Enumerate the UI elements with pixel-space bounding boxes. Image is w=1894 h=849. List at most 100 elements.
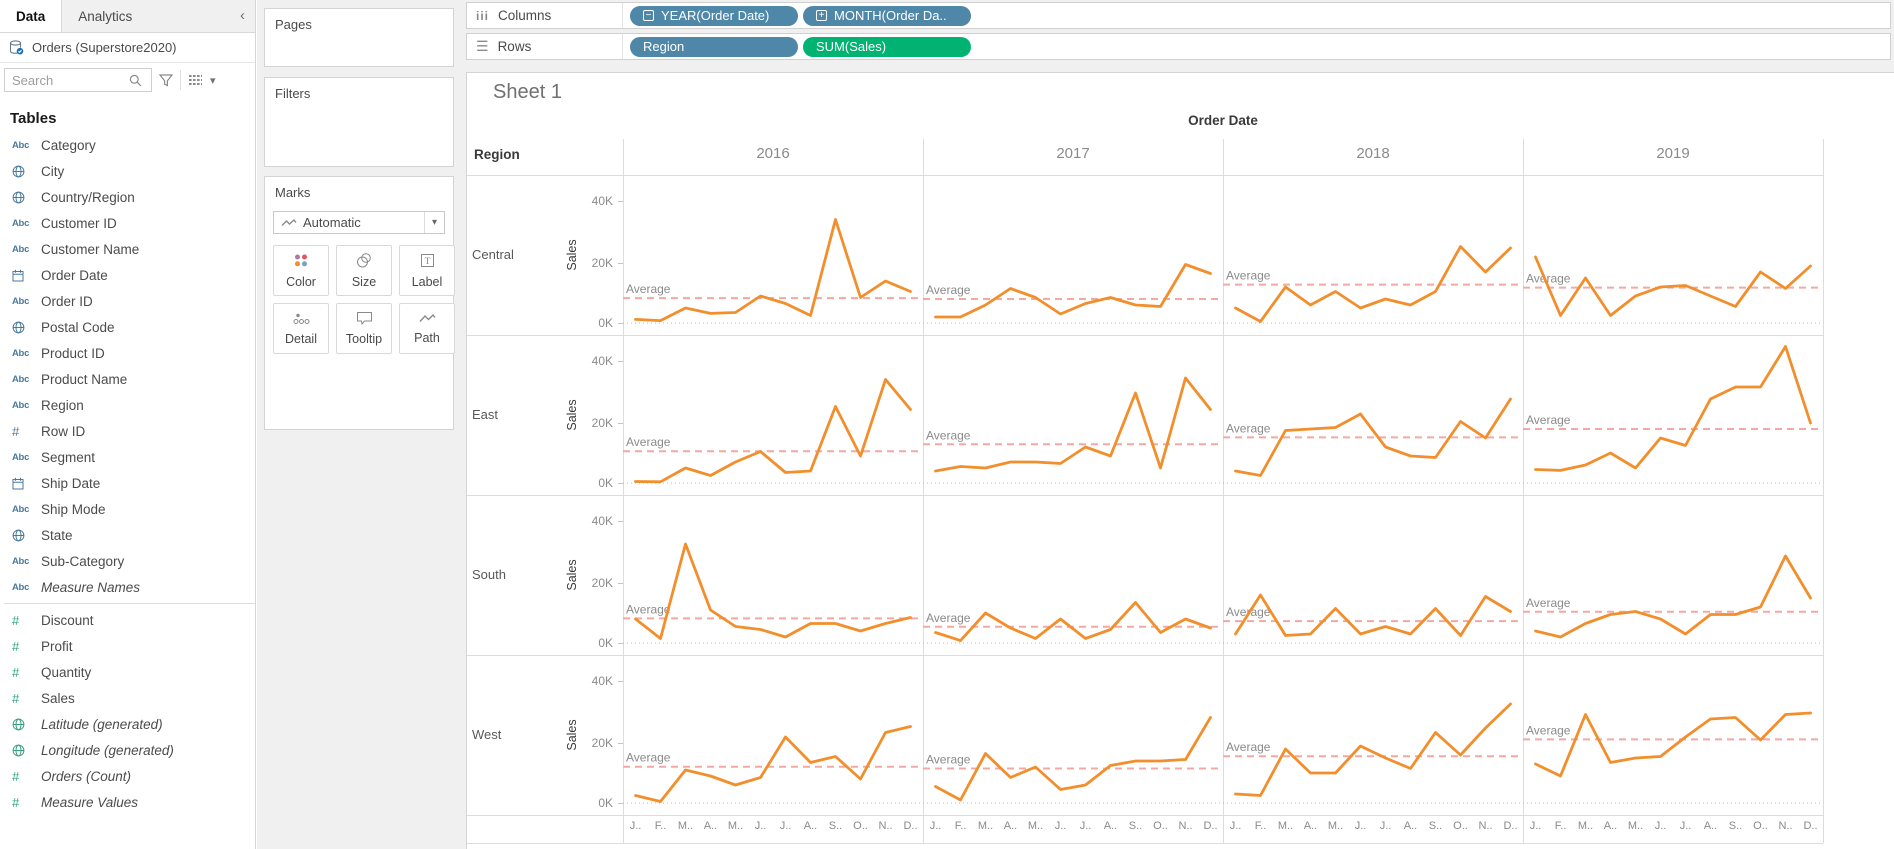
sales-line[interactable] — [1234, 245, 1512, 323]
field-order-date[interactable]: Order Date — [0, 262, 255, 288]
region-row-label[interactable]: South — [472, 567, 506, 582]
collapse-hierarchy-icon[interactable]: − — [643, 10, 654, 21]
field-row-id[interactable]: # Row ID — [0, 418, 255, 444]
color-button[interactable]: Color — [273, 245, 329, 296]
average-label: Average — [1226, 269, 1271, 283]
chart-panel-east-2018[interactable]: Average — [1223, 335, 1523, 495]
expand-hierarchy-icon[interactable]: + — [816, 10, 827, 21]
collapse-pane-icon[interactable]: ‹ — [240, 7, 245, 24]
pill-month-order-da[interactable]: + MONTH(Order Da.. — [803, 5, 971, 26]
field-category[interactable]: Abc Category — [0, 132, 255, 158]
caret-down-icon[interactable]: ▾ — [210, 74, 216, 87]
month-tick-label: O.. — [853, 820, 868, 832]
chart-panel-east-2016[interactable]: Average — [623, 335, 923, 495]
field-sales[interactable]: # Sales — [0, 685, 255, 711]
sales-line[interactable] — [1234, 702, 1512, 797]
field-ship-date[interactable]: Ship Date — [0, 470, 255, 496]
field-orders-count[interactable]: # Orders (Count) — [0, 763, 255, 789]
sales-line[interactable] — [934, 376, 1212, 473]
field-product-id[interactable]: Abc Product ID — [0, 340, 255, 366]
field-product-name[interactable]: Abc Product Name — [0, 366, 255, 392]
sales-line[interactable] — [934, 263, 1212, 319]
pill-year-order-date[interactable]: − YEAR(Order Date) — [630, 5, 798, 26]
sales-line[interactable] — [1534, 711, 1812, 778]
field-segment[interactable]: Abc Segment — [0, 444, 255, 470]
caret-down-icon[interactable]: ▾ — [424, 212, 444, 233]
chart-panel-south-2017[interactable]: Average — [923, 495, 1223, 655]
abc-icon: Abc — [12, 399, 30, 411]
year-header: 2019 — [1656, 145, 1690, 162]
field-label: Discount — [41, 612, 94, 628]
region-row-label[interactable]: East — [472, 407, 499, 422]
field-ship-mode[interactable]: Abc Ship Mode — [0, 496, 255, 522]
field-measure-names[interactable]: Abc Measure Names — [0, 574, 255, 600]
search-input[interactable] — [5, 70, 129, 90]
rows-shelf[interactable]: ☰ Rows Region SUM(Sales) — [466, 33, 1891, 60]
field-customer-id[interactable]: Abc Customer ID — [0, 210, 255, 236]
filters-shelf[interactable]: Filters — [264, 77, 454, 167]
sales-line[interactable] — [1234, 397, 1512, 477]
tooltip-button[interactable]: Tooltip — [336, 303, 392, 354]
field-sub-category[interactable]: Abc Sub-Category — [0, 548, 255, 574]
month-tick-label: J.. — [1079, 820, 1092, 832]
field-region[interactable]: Abc Region — [0, 392, 255, 418]
sales-line[interactable] — [1534, 255, 1812, 317]
pages-shelf[interactable]: Pages — [264, 8, 454, 67]
sales-line[interactable] — [1534, 554, 1812, 639]
label-button[interactable]: T Label — [399, 245, 455, 296]
chart-panel-south-2018[interactable]: Average — [1223, 495, 1523, 655]
field-quantity[interactable]: # Quantity — [0, 659, 255, 685]
tab-analytics[interactable]: Analytics — [78, 8, 133, 24]
path-button[interactable]: Path — [399, 303, 455, 354]
tab-data[interactable]: Data — [0, 0, 63, 32]
sales-line[interactable] — [1534, 345, 1812, 472]
field-longitude-generated[interactable]: Longitude (generated) — [0, 737, 255, 763]
chart-panel-east-2019[interactable]: Average — [1523, 335, 1823, 495]
workspace: iii Columns − YEAR(Order Date) + MONTH(Orde… — [460, 0, 1894, 849]
sales-line[interactable] — [634, 378, 912, 484]
sales-line[interactable] — [634, 542, 912, 640]
average-label: Average — [1226, 740, 1271, 754]
view-options-icon[interactable] — [188, 74, 203, 86]
field-label: Latitude (generated) — [41, 716, 163, 732]
chart-panel-central-2016[interactable]: Average — [623, 175, 923, 335]
sales-line[interactable] — [1234, 593, 1512, 637]
year-header: 2018 — [1356, 145, 1390, 162]
chart-panel-west-2017[interactable]: Average — [923, 655, 1223, 815]
chart-panel-south-2019[interactable]: Average — [1523, 495, 1823, 655]
field-latitude-generated[interactable]: Latitude (generated) — [0, 711, 255, 737]
chart-panel-west-2019[interactable]: Average — [1523, 655, 1823, 815]
chart-panel-south-2016[interactable]: Average — [623, 495, 923, 655]
field-city[interactable]: City — [0, 158, 255, 184]
detail-button[interactable]: Detail — [273, 303, 329, 354]
sales-line[interactable] — [934, 601, 1212, 643]
chart-panel-west-2018[interactable]: Average — [1223, 655, 1523, 815]
chart-panel-east-2017[interactable]: Average — [923, 335, 1223, 495]
rows-shelf-label-area: ☰ Rows — [467, 34, 623, 59]
chart-panel-central-2019[interactable]: Average — [1523, 175, 1823, 335]
field-postal-code[interactable]: Postal Code — [0, 314, 255, 340]
field-measure-values[interactable]: # Measure Values — [0, 789, 255, 815]
filter-fields-icon[interactable] — [159, 73, 173, 87]
field-customer-name[interactable]: Abc Customer Name — [0, 236, 255, 262]
sales-line[interactable] — [934, 716, 1212, 802]
sales-line[interactable] — [634, 218, 912, 323]
sales-line[interactable] — [634, 725, 912, 803]
region-row-label[interactable]: West — [472, 727, 502, 742]
field-order-id[interactable]: Abc Order ID — [0, 288, 255, 314]
datasource-row[interactable]: Orders (Superstore2020) — [0, 33, 255, 63]
pill-sum-sales[interactable]: SUM(Sales) — [803, 36, 971, 57]
size-button[interactable]: Size — [336, 245, 392, 296]
chart-panel-central-2018[interactable]: Average — [1223, 175, 1523, 335]
field-discount[interactable]: # Discount — [0, 607, 255, 633]
columns-shelf[interactable]: iii Columns − YEAR(Order Date) + MONTH(Orde… — [466, 2, 1891, 29]
region-row-label[interactable]: Central — [472, 247, 514, 262]
pill-region[interactable]: Region — [630, 36, 798, 57]
chart-panel-west-2016[interactable]: Average — [623, 655, 923, 815]
field-state[interactable]: State — [0, 522, 255, 548]
field-country-region[interactable]: Country/Region — [0, 184, 255, 210]
chart-panel-central-2017[interactable]: Average — [923, 175, 1223, 335]
mark-type-dropdown[interactable]: Automatic ▾ — [273, 211, 445, 234]
grid-line — [1823, 139, 1824, 843]
field-profit[interactable]: # Profit — [0, 633, 255, 659]
